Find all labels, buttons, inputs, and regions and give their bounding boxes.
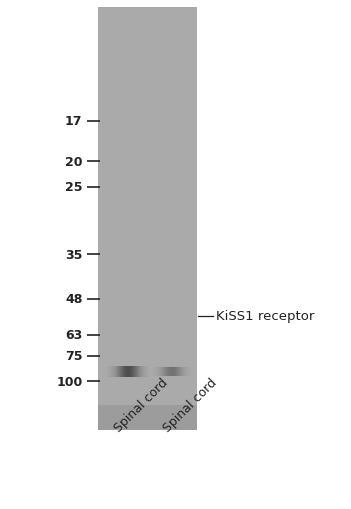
Text: 75: 75 [65, 350, 82, 362]
Text: 25: 25 [65, 181, 82, 193]
Bar [98, 405, 197, 430]
Text: 100: 100 [56, 375, 82, 388]
Text: 48: 48 [65, 293, 82, 305]
Text: 63: 63 [65, 329, 82, 342]
Bar [98, 8, 197, 430]
Text: Spinal cord: Spinal cord [161, 375, 220, 434]
Text: 20: 20 [65, 155, 82, 168]
Text: Spinal cord: Spinal cord [112, 375, 171, 434]
Text: 35: 35 [65, 248, 82, 261]
Text: 17: 17 [65, 115, 82, 128]
Text: KiSS1 receptor: KiSS1 receptor [216, 309, 314, 323]
